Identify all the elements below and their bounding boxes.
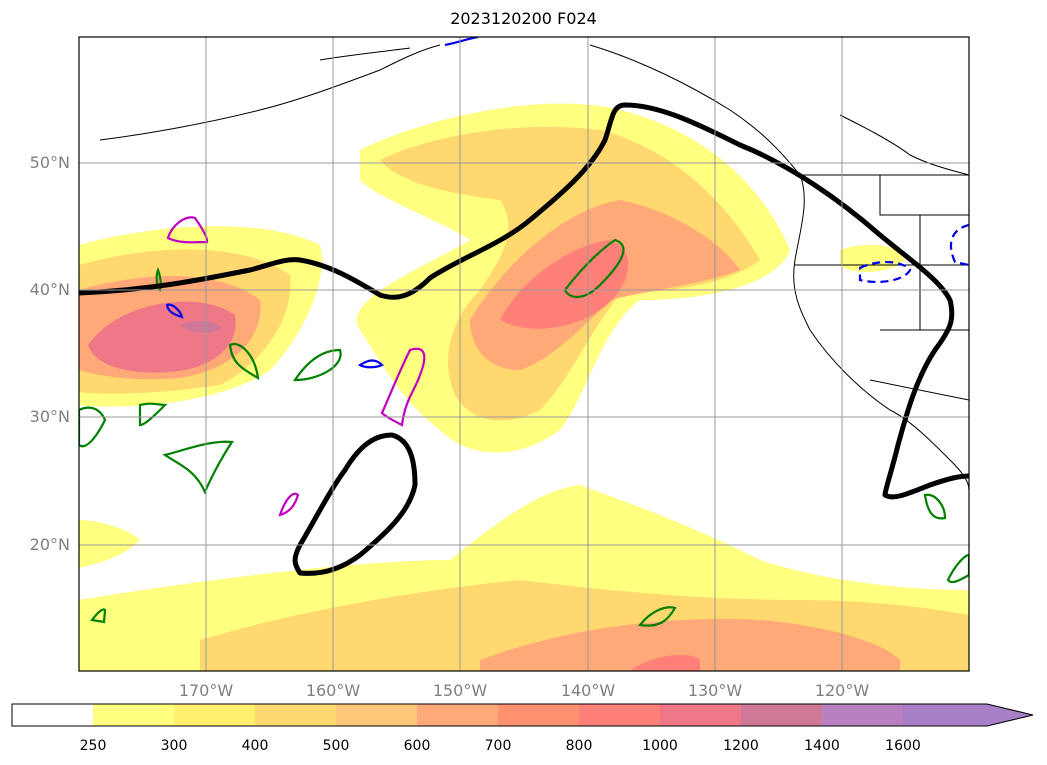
gridlines [79, 37, 969, 671]
colorbar-tick: 1400 [804, 738, 840, 754]
coastline-layer [99, 44, 969, 491]
lon-label-150w: 150°W [432, 681, 488, 700]
colorbar-tick: 600 [403, 738, 431, 754]
colorbar [11, 703, 1034, 727]
lon-label-120w: 120°W [814, 681, 870, 700]
colorbar-tick: 800 [565, 738, 593, 754]
lat-label-20n: 20°N [29, 535, 70, 554]
colorbar-tick: 400 [241, 738, 269, 754]
lat-label-30n: 30°N [29, 407, 70, 426]
map-frame [78, 36, 970, 672]
colorbar-tick: 1600 [885, 738, 921, 754]
lon-label-130w: 130°W [687, 681, 743, 700]
colorbar-tick: 500 [322, 738, 350, 754]
map-title: 2023120200 F024 [450, 9, 597, 28]
lat-label-50n: 50°N [29, 153, 70, 172]
lon-label-140w: 140°W [560, 681, 616, 700]
colorbar-tick: 300 [160, 738, 188, 754]
thick-contour-layer [79, 102, 969, 576]
lon-label-160w: 160°W [305, 681, 361, 700]
colorbar-tick: 1200 [723, 738, 759, 754]
lon-label-170w: 170°W [178, 681, 234, 700]
contour-layer [79, 37, 969, 627]
colorbar-tick: 250 [79, 738, 107, 754]
colorbar-tick: 1000 [642, 738, 678, 754]
lat-label-40n: 40°N [29, 280, 70, 299]
colorbar-tick: 700 [484, 738, 512, 754]
